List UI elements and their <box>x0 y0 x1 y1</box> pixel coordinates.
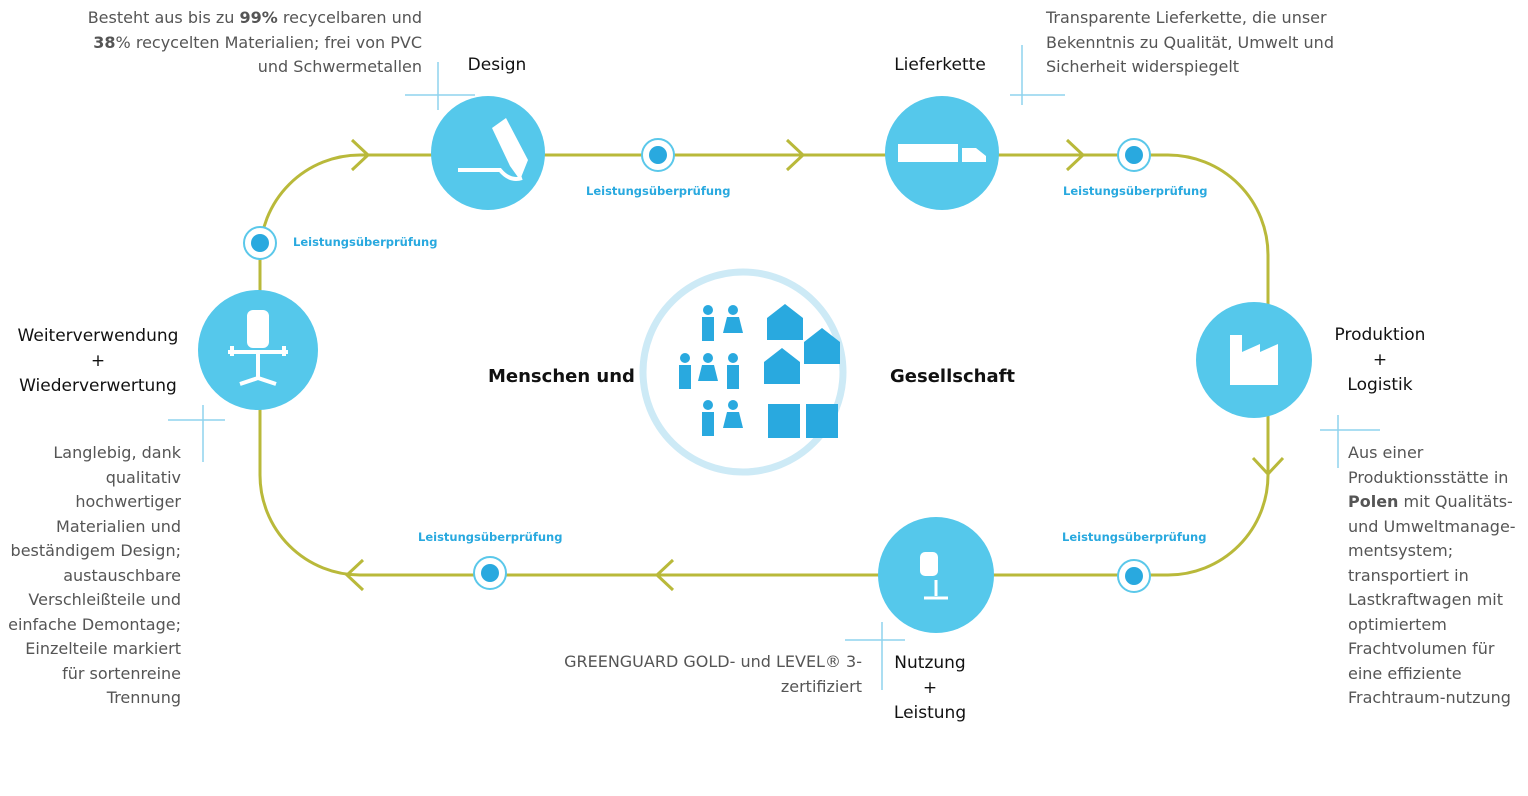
stage-description: Langlebig, dank qualitativ hochwertiger … <box>6 441 181 711</box>
check-label: Leistungsüberprüfung <box>1063 184 1208 198</box>
check-markers <box>243 138 1151 593</box>
check-label: Leistungsüberprüfung <box>586 184 731 198</box>
center-icons <box>679 304 840 438</box>
stage-title: Design <box>450 53 544 78</box>
stage-description: GREENGUARD GOLD- und LEVEL® 3-zertifizie… <box>517 650 862 699</box>
title-line: Wiederverwertung <box>19 376 177 396</box>
description-part: Transparente Lieferkette, die unser Beke… <box>1046 8 1334 76</box>
stage-title: Lieferkette <box>870 53 1010 78</box>
check-label: Leistungsüberprüfung <box>1062 530 1207 544</box>
crosshairs <box>168 45 1380 690</box>
title-line: Lieferkette <box>894 55 986 75</box>
description-part: Langlebig, dank qualitativ hochwertiger … <box>8 443 181 707</box>
center-label: Gesellschaft <box>890 366 1016 387</box>
loop-path <box>258 153 1270 577</box>
title-line: Logistik <box>1347 375 1413 395</box>
description-part: Polen <box>1348 492 1399 511</box>
description-part: mit Qualitäts- und Umweltmanage-mentsyst… <box>1348 492 1516 707</box>
description-part: 99% <box>239 8 278 27</box>
description-part: Aus einer Produktionsstätte in <box>1348 443 1509 487</box>
title-line: Weiterverwendung <box>17 326 179 346</box>
stage-title: Weiterverwendung + Wiederverwertung <box>0 324 196 399</box>
check-label: Leistungsüberprüfung <box>418 530 563 544</box>
stage-description: Besteht aus bis zu 99% recycelbaren und … <box>77 6 422 80</box>
title-line: Produktion <box>1334 325 1426 345</box>
title-line: Nutzung <box>894 653 966 673</box>
stage-title: Nutzung + Leistung <box>860 651 1000 726</box>
description-part: 38 <box>93 32 116 52</box>
stage-icons <box>228 118 1278 600</box>
title-line: Design <box>467 55 527 75</box>
center-circle <box>639 268 847 476</box>
center-label: Menschen und <box>488 366 635 387</box>
title-line: + <box>922 678 938 698</box>
check-label: Leistungsüberprüfung <box>293 235 438 249</box>
description-part: GREENGUARD GOLD- und LEVEL® 3-zertifizie… <box>564 652 862 696</box>
title-line: + <box>1372 350 1388 370</box>
title-line: Leistung <box>893 703 967 723</box>
stage-description: Transparente Lieferkette, die unser Beke… <box>1046 6 1406 80</box>
stage-description: Aus einer Produktionsstätte in Polen mit… <box>1348 441 1528 711</box>
description-part: recycelbaren und <box>277 8 422 27</box>
stage-title: Produktion + Logistik <box>1310 323 1450 398</box>
arrows <box>344 138 1285 592</box>
description-part: % recycelten Materialien; frei von PVC u… <box>115 32 422 77</box>
description-part: Besteht aus bis zu <box>87 8 240 27</box>
title-line: + <box>90 351 106 371</box>
